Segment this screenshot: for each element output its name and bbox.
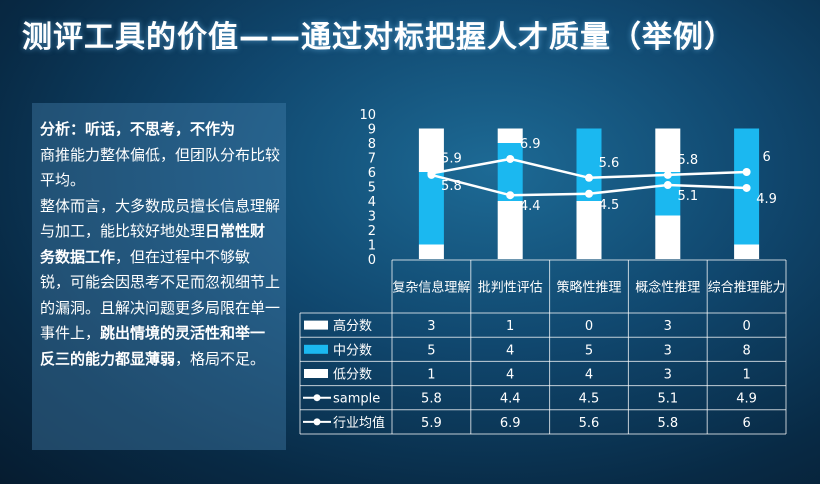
table-cell: 1 xyxy=(427,368,435,383)
point-industry-avg xyxy=(742,168,751,176)
table-cell: 4 xyxy=(585,368,593,383)
data-label-sample: 5.1 xyxy=(677,189,698,204)
point-industry-avg xyxy=(663,170,672,179)
analysis-paragraph-2e: ，格局不足。 xyxy=(175,349,266,368)
table-cell: 3 xyxy=(664,343,672,358)
legend-label: 高分数 xyxy=(333,318,372,334)
table-cell: 5.8 xyxy=(657,416,678,431)
legend-marker xyxy=(313,394,321,402)
category-label: 策略性推理 xyxy=(556,280,621,296)
table-cell: 5.9 xyxy=(421,416,442,431)
y-tick-label: 7 xyxy=(368,152,376,167)
category-label: 综合推理能力 xyxy=(708,281,786,296)
point-industry-avg xyxy=(585,173,593,182)
point-sample xyxy=(506,191,515,200)
table-cell: 1 xyxy=(506,319,514,334)
point-sample xyxy=(663,181,672,190)
data-label-sample: 4.9 xyxy=(756,192,777,207)
table-cell: 1 xyxy=(742,368,750,383)
table-cell: 3 xyxy=(664,319,672,334)
bar-high xyxy=(497,128,523,143)
bar-low xyxy=(418,244,444,259)
point-sample xyxy=(427,170,436,179)
legend-label: 低分数 xyxy=(333,368,372,383)
table-cell: 6 xyxy=(742,416,750,431)
table-cell: 4 xyxy=(506,343,514,358)
data-label-sample: 5.8 xyxy=(441,179,462,194)
legend-marker xyxy=(313,418,321,426)
bar-mid xyxy=(576,128,602,201)
analysis-text: 分析：听话，不思考，不作为 商推能力整体偏低，但团队分布比较平均。 整体而言，大… xyxy=(40,117,280,372)
point-sample xyxy=(585,189,593,198)
data-label-industry-avg: 5.9 xyxy=(441,151,462,166)
bar-high xyxy=(418,128,444,172)
y-tick-label: 8 xyxy=(368,137,376,152)
table-cell: 8 xyxy=(742,343,750,358)
y-tick-label: 2 xyxy=(368,224,376,239)
table-cell: 5 xyxy=(427,343,435,358)
data-label-sample: 4.4 xyxy=(520,199,541,214)
legend-swatch xyxy=(304,369,328,378)
page-title: 测评工具的价值——通过对标把握人才质量（举例） xyxy=(22,20,735,55)
table-cell: 0 xyxy=(585,319,593,334)
y-tick-label: 3 xyxy=(368,210,376,225)
bar-high xyxy=(655,128,681,172)
bar-low xyxy=(734,244,760,259)
point-sample xyxy=(742,183,751,192)
point-industry-avg xyxy=(506,154,515,163)
y-tick-label: 0 xyxy=(368,253,376,268)
analysis-paragraph-1: 商推能力整体偏低，但团队分布比较平均。 xyxy=(40,145,281,190)
y-tick-label: 9 xyxy=(368,123,376,138)
table-cell: 3 xyxy=(427,319,435,334)
table-cell: 5.1 xyxy=(657,392,678,407)
table-cell: 5 xyxy=(585,343,593,358)
analysis-emphasis-2: 跳出情境的灵活性和举一反三的能力都显薄弱 xyxy=(40,324,266,368)
bar-mid xyxy=(655,172,681,216)
bar-low xyxy=(655,215,681,259)
table-cell: 3 xyxy=(664,368,672,383)
analysis-paragraph-2a: 整体而言，大多数成员擅长信息理解与加工，能比较好地处理 xyxy=(40,196,281,241)
category-label: 批判性评估 xyxy=(478,281,543,296)
analysis-paragraph-2c: ，但在过程中不够敏锐，可能会因思考不足而忽视细节上的漏洞。且解决问题更多局限在单… xyxy=(40,247,281,343)
table-cell: 5.8 xyxy=(421,392,442,407)
legend-swatch xyxy=(304,344,328,354)
table-cell: 4.5 xyxy=(579,392,600,407)
data-label-industry-avg: 6 xyxy=(762,150,770,165)
analysis-emphasis-1: 日常性财务数据工作 xyxy=(40,222,266,266)
category-label: 概念性推理 xyxy=(635,280,700,296)
analysis-panel xyxy=(32,103,286,450)
y-tick-label: 6 xyxy=(368,166,376,181)
data-label-industry-avg: 5.6 xyxy=(599,156,620,171)
bar-low xyxy=(497,201,523,259)
category-label: 复杂信息理解 xyxy=(392,280,470,296)
data-label-industry-avg: 5.8 xyxy=(677,153,698,168)
table-cell: 0 xyxy=(742,319,750,334)
data-label-industry-avg: 6.9 xyxy=(520,137,541,152)
table-cell: 5.6 xyxy=(579,416,600,431)
y-tick-label: 4 xyxy=(368,195,376,210)
data-label-sample: 4.5 xyxy=(599,198,620,213)
bar-low xyxy=(576,201,602,259)
analysis-heading: 分析：听话，不思考，不作为 xyxy=(40,120,236,138)
bar-mid xyxy=(418,172,444,245)
legend-label: sample xyxy=(333,392,380,407)
table-cell: 4 xyxy=(506,368,514,383)
y-tick-label: 5 xyxy=(368,181,376,196)
table-cell: 4.9 xyxy=(736,392,757,407)
table-cell: 4.4 xyxy=(500,392,521,407)
y-tick-label: 1 xyxy=(368,239,376,254)
legend-label: 中分数 xyxy=(333,343,372,358)
legend-swatch xyxy=(304,320,328,330)
legend-label: 行业均值 xyxy=(333,415,385,431)
y-tick-label: 10 xyxy=(359,108,376,123)
table-cell: 6.9 xyxy=(500,416,521,431)
